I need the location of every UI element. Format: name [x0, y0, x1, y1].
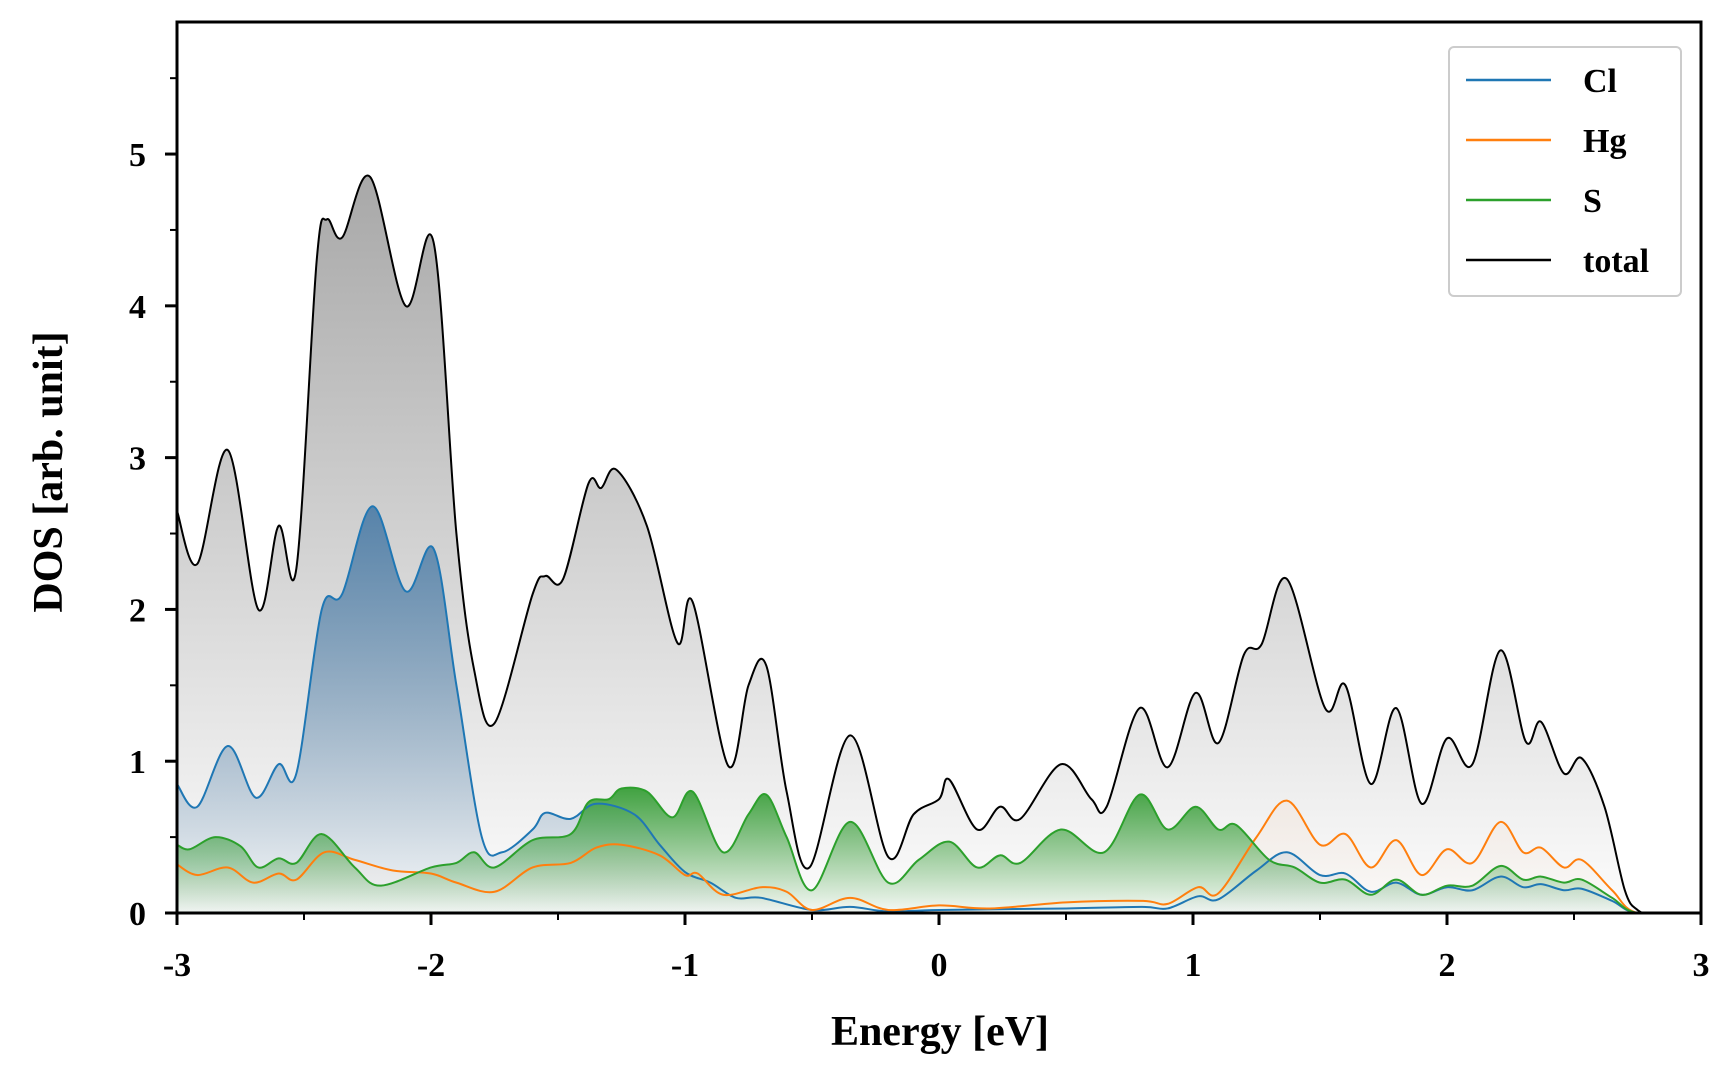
x-tick-label: 1 — [1185, 947, 1202, 984]
legend-label-hg: Hg — [1583, 123, 1626, 160]
x-tick-label: -3 — [163, 947, 191, 984]
x-tick-label: 3 — [1693, 947, 1710, 984]
cl-dos-line — [176, 505, 1701, 914]
legend-label-s: S — [1583, 183, 1602, 220]
x-tick-label: -1 — [671, 947, 699, 984]
series-lines — [176, 174, 1701, 914]
tick-labels: -3 -2 -1 0 1 2 3 0 1 2 3 4 5 — [129, 137, 1710, 984]
s-dos-line — [176, 786, 1701, 914]
x-axis-title: Energy [eV] — [831, 1009, 1049, 1055]
legend-label-cl: Cl — [1583, 63, 1617, 100]
s-fill-area — [177, 787, 1701, 913]
y-tick-label: 2 — [129, 592, 146, 629]
y-tick-label: 4 — [129, 289, 146, 326]
axis-ticks — [165, 77, 1703, 925]
x-tick-label: -2 — [417, 947, 445, 984]
y-tick-label: 5 — [129, 137, 146, 174]
total-dos-line — [176, 174, 1701, 914]
legend-label-total: total — [1583, 243, 1649, 280]
x-tick-label: 2 — [1439, 947, 1456, 984]
y-tick-label: 3 — [129, 441, 146, 478]
legend-box — [1448, 46, 1682, 297]
y-tick-label: 1 — [129, 744, 146, 781]
y-tick-label: 0 — [129, 896, 146, 933]
x-tick-label: 0 — [931, 947, 948, 984]
hg-dos-line — [176, 799, 1701, 914]
y-axis-title: DOS [arb. unit] — [26, 331, 72, 612]
total-fill-area — [177, 175, 1701, 913]
series-fills — [177, 175, 1701, 913]
